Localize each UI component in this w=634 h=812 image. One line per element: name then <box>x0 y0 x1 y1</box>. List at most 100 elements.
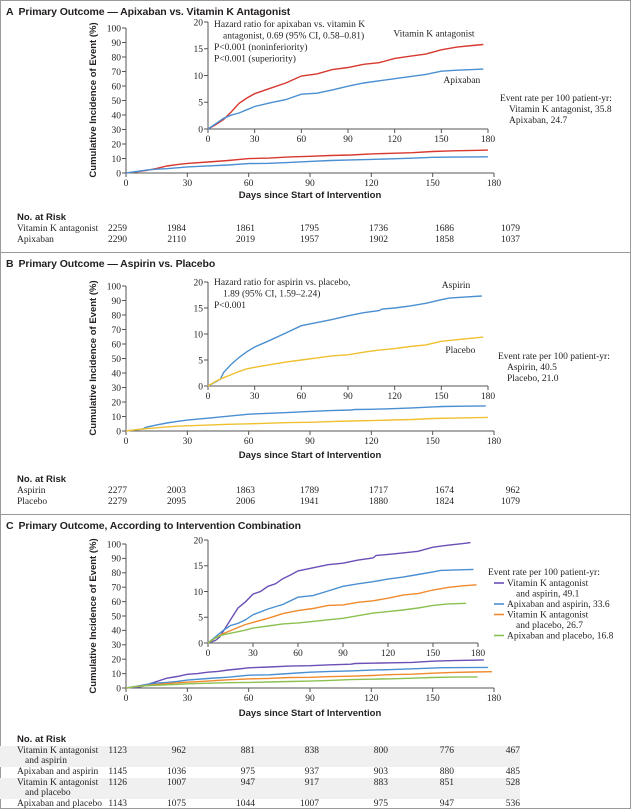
inset-line-vitamin-k-antagonist-and-placebo <box>207 584 477 644</box>
main-x-tick-label: 30 <box>183 694 193 704</box>
risk-cell: 962 <box>171 746 186 756</box>
main-line-apixaban-and-aspirin <box>125 666 488 689</box>
inset-y-tick-label: 10 <box>194 72 204 82</box>
main-x-tick-label: 0 <box>124 694 129 704</box>
main-y-tick-label: 90 <box>112 297 122 307</box>
panel-c-title-text: Primary Outcome, According to Interventi… <box>18 520 301 532</box>
series-label-vitamin-k-antagonist: Vitamin K antagonist <box>393 29 475 39</box>
risk-cell: 1079 <box>501 224 520 234</box>
risk-cell: 2277 <box>108 486 127 496</box>
main-y-tick-label: 0 <box>116 427 121 437</box>
risk-row-label: Placebo <box>17 497 47 507</box>
legend-label: and placebo, 26.7 <box>516 621 583 631</box>
series-label-placebo: Placebo <box>445 346 475 356</box>
risk-row-label-line: Apixaban <box>17 235 54 245</box>
risk-row-label-line: and placebo <box>25 788 71 798</box>
risk-cell: 1863 <box>236 486 255 496</box>
risk-cell: 1789 <box>300 486 319 496</box>
main-y-tick-label: 20 <box>112 398 122 408</box>
risk-cell: 838 <box>304 746 319 756</box>
risk-table-header: No. at Risk <box>17 212 67 223</box>
y-axis-label: Cumulative Incidence of Event (%) <box>88 280 99 435</box>
inset-x-tick-label: 60 <box>293 649 303 659</box>
inset-y-tick-label: 0 <box>198 382 203 392</box>
main-x-tick-label: 30 <box>183 437 193 447</box>
main-y-tick-label: 80 <box>112 311 122 321</box>
inset-y-tick-label: 20 <box>194 278 204 288</box>
inset-x-tick-label: 0 <box>206 392 211 402</box>
risk-row-label-line: and aspirin <box>25 756 67 766</box>
main-x-tick-label: 120 <box>364 179 379 189</box>
risk-cell: 1145 <box>108 767 127 777</box>
risk-cell: 1075 <box>167 799 186 809</box>
main-x-tick-label: 180 <box>487 437 502 447</box>
inset-x-tick-label: 90 <box>338 649 348 659</box>
risk-cell: 1941 <box>300 497 319 507</box>
panel-b-title: B Primary Outcome — Aspirin vs. Placebo <box>6 258 215 270</box>
inset-x-tick-label: 30 <box>250 392 260 402</box>
main-y-tick-label: 30 <box>112 126 122 136</box>
panel-a-title-text: Primary Outcome — Apixaban vs. Vitamin K… <box>18 6 291 18</box>
event-rate-line: Placebo, 21.0 <box>507 374 559 384</box>
risk-table-row: Apixaban and aspirin 1145 1036 975 937 903 880… <box>0 767 520 778</box>
risk-cell: 1736 <box>369 224 388 234</box>
main-x-tick-label: 30 <box>183 179 193 189</box>
main-line-placebo <box>125 416 488 432</box>
inset-x-tick-label: 120 <box>388 135 403 145</box>
hazard-ratio-annotation: Hazard ratio for aspirin vs. placebo, <box>214 277 350 288</box>
risk-cell: 1143 <box>108 799 127 809</box>
main-line-vitamin-k-antagonist-and-aspirin <box>125 659 484 689</box>
main-y-tick-label: 60 <box>112 82 122 92</box>
main-line-aspirin <box>125 405 486 432</box>
main-y-tick-label: 30 <box>112 384 122 394</box>
hazard-ratio-annotation: P<0.001 (noninferiority) <box>214 42 307 53</box>
risk-cell: 851 <box>439 778 454 788</box>
main-y-tick-label: 20 <box>112 656 122 666</box>
event-rate-title: Event rate per 100 patient-yr: <box>498 352 610 362</box>
risk-cell: 1984 <box>167 224 186 234</box>
risk-row-label-line: Vitamin K antagonist <box>17 746 99 756</box>
risk-cell: 1902 <box>369 235 388 245</box>
event-rate-title: Event rate per 100 patient-yr: <box>488 568 600 578</box>
risk-cell: 1861 <box>236 224 255 234</box>
inset-x-tick-label: 120 <box>381 649 396 659</box>
risk-cell: 776 <box>439 746 454 756</box>
risk-table-row: Aspirin 2277 2003 1863 1789 1717 1674 962 <box>0 486 520 497</box>
inset-x-tick-label: 0 <box>206 649 211 659</box>
inset-x-tick-label: 180 <box>471 649 486 659</box>
inset-y-tick-label: 15 <box>194 562 204 572</box>
inset-y-tick-label: 5 <box>198 99 203 109</box>
inset-x-tick-label: 30 <box>248 649 258 659</box>
risk-cell: 917 <box>304 778 319 788</box>
risk-cell: 1079 <box>501 497 520 507</box>
main-y-tick-label: 10 <box>112 670 122 680</box>
panel-b-title-text: Primary Outcome — Aspirin vs. Placebo <box>18 258 216 270</box>
inset-y-tick-label: 20 <box>194 18 204 28</box>
y-axis-label: Cumulative Incidence of Event (%) <box>88 538 99 693</box>
legend-label: and aspirin, 49.1 <box>516 590 580 600</box>
event-rate-line: Apixaban, 24.7 <box>509 116 568 126</box>
main-y-tick-label: 60 <box>112 598 122 608</box>
risk-cell: 1795 <box>300 224 319 234</box>
inset-y-tick-label: 15 <box>194 45 204 55</box>
risk-cell: 485 <box>505 767 520 777</box>
panel-separator <box>0 514 631 515</box>
risk-row-label: Apixaban and placebo <box>17 799 102 809</box>
risk-row-label-line: Placebo <box>17 497 48 507</box>
main-y-tick-label: 90 <box>112 555 122 565</box>
inset-y-tick-label: 5 <box>198 356 203 366</box>
risk-cell: 1007 <box>167 778 186 788</box>
risk-cell: 800 <box>373 746 388 756</box>
inset-y-tick-label: 0 <box>198 125 203 135</box>
main-x-tick-label: 60 <box>244 694 254 704</box>
hazard-ratio-annotation: P<0.001 <box>214 301 246 311</box>
risk-row-label: Vitamin K antagonist and placebo <box>17 778 98 798</box>
inset-line-apixaban-and-aspirin <box>207 568 474 644</box>
risk-cell: 947 <box>439 799 454 809</box>
event-rate-title: Event rate per 100 patient-yr: <box>500 94 612 104</box>
inset-line-apixaban-and-placebo <box>207 602 467 644</box>
risk-row-label: Apixaban and aspirin <box>17 767 98 777</box>
